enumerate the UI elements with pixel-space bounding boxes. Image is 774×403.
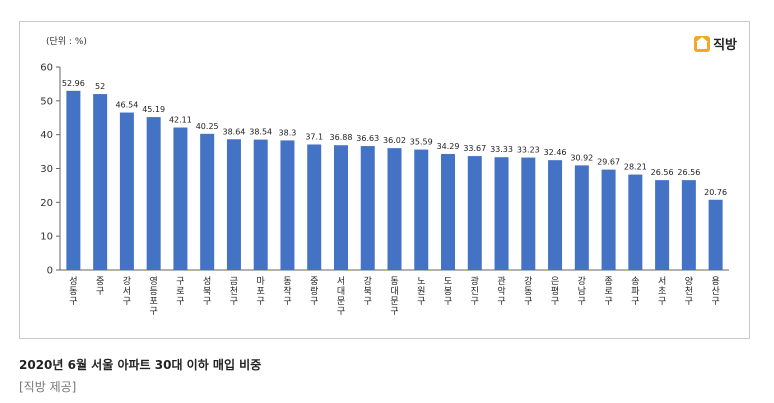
bar xyxy=(574,165,589,270)
logo-text: 직방 xyxy=(713,38,737,53)
bar xyxy=(521,157,536,270)
y-tick-label: 0 xyxy=(47,266,53,277)
bar-value-label: 36.02 xyxy=(383,136,406,145)
y-tick-label: 10 xyxy=(40,232,53,243)
bar xyxy=(200,133,215,270)
bar xyxy=(601,169,616,270)
bar-value-label: 32.46 xyxy=(544,148,567,157)
y-tick-label: 60 xyxy=(40,63,53,74)
bar xyxy=(360,146,375,270)
bar-chart: 0 10 20 30 40 50 60 52.96 52 46.54 45.19 42.11 40.2… xyxy=(40,63,729,317)
bar xyxy=(548,160,563,270)
bar xyxy=(467,156,482,270)
bar-value-label: 30.92 xyxy=(570,153,593,162)
bar-value-label: 40.25 xyxy=(196,122,219,131)
bar-value-label: 36.88 xyxy=(330,133,353,142)
bar xyxy=(307,144,322,270)
bar-value-label: 20.76 xyxy=(704,188,727,197)
chart-container: (단위 : %) 직방 0 10 20 30 40 50 60 52.96 52 46.54 45… xyxy=(19,21,750,339)
bar xyxy=(253,139,268,270)
bar-value-label: 34.29 xyxy=(437,142,460,151)
chart-bars xyxy=(66,90,723,270)
bar xyxy=(655,180,670,270)
bar-value-label: 38.64 xyxy=(222,127,245,136)
bar-value-label: 33.67 xyxy=(463,144,486,153)
bar xyxy=(387,148,402,270)
bar xyxy=(414,149,429,270)
y-tick-label: 40 xyxy=(40,130,53,141)
bar xyxy=(333,145,348,270)
bar-value-label: 26.56 xyxy=(677,168,700,177)
bar xyxy=(441,153,456,270)
bar-value-label: 26.56 xyxy=(651,168,674,177)
bar xyxy=(226,139,241,270)
bar xyxy=(280,140,295,270)
bar-value-label: 33.33 xyxy=(490,145,513,154)
bar-value-label: 29.67 xyxy=(597,158,620,167)
bar-value-label: 52 xyxy=(95,82,105,91)
bar xyxy=(708,199,723,270)
bar xyxy=(93,94,108,270)
bar-value-label: 52.96 xyxy=(62,79,85,88)
y-tick-label: 50 xyxy=(40,96,53,107)
bar-value-label: 38.3 xyxy=(279,128,297,137)
figure-caption: 2020년 6월 서울 아파트 30대 이하 매입 비중 xyxy=(19,358,262,372)
bar-value-label: 35.59 xyxy=(410,138,433,147)
bar xyxy=(494,157,509,270)
bar-value-label: 38.54 xyxy=(249,128,272,137)
bar xyxy=(66,90,81,270)
bar-value-label: 46.54 xyxy=(115,101,138,110)
bar-value-label: 28.21 xyxy=(624,163,647,172)
bar xyxy=(628,174,643,270)
y-tick-label: 20 xyxy=(40,198,53,209)
zigbang-logo: 직방 xyxy=(694,34,737,53)
bar xyxy=(681,180,696,270)
unit-label: (단위 : %) xyxy=(46,37,87,47)
bar xyxy=(119,112,134,270)
bar xyxy=(173,127,188,270)
source-credit: [직방 제공] xyxy=(19,380,77,394)
bar xyxy=(146,117,161,270)
bar-value-label: 36.63 xyxy=(356,134,379,143)
bar-value-label: 33.23 xyxy=(517,146,540,155)
bar-value-label: 37.1 xyxy=(305,132,323,141)
chart-category-labels: 성 동 구 중 구 강 서 구 영 등 포 구 구 로 구 성 북 구 금 천 구 마 포 구 동 작 구 중 랑 구 서 대 문 구 강 북 구 동 대 문… xyxy=(69,275,720,317)
house-icon xyxy=(694,35,711,52)
y-tick-label: 30 xyxy=(40,164,53,175)
bar-value-label: 45.19 xyxy=(142,105,165,114)
bar-value-label: 42.11 xyxy=(169,116,192,125)
